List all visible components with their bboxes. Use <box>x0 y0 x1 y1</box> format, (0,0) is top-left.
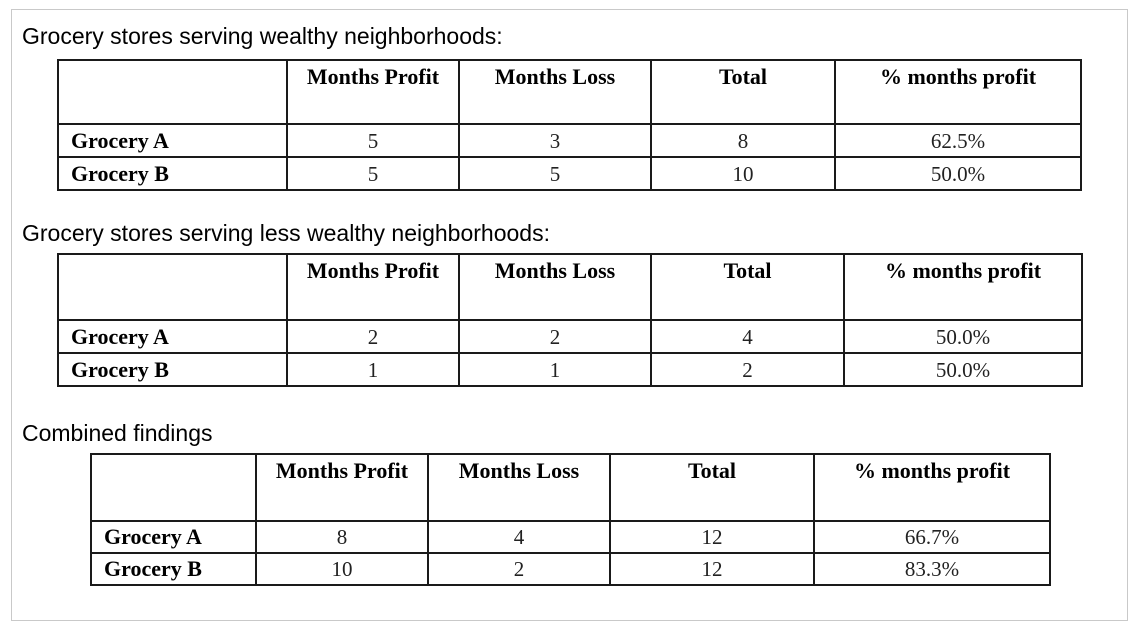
column-header-total: Total <box>650 59 836 125</box>
column-header-percent-months-profit: % months profit <box>834 59 1082 125</box>
cell-months-loss: 2 <box>427 552 611 586</box>
table-row: Grocery A 2 2 4 50.0% <box>57 319 1083 354</box>
cell-total: 4 <box>650 319 845 354</box>
cell-percent-months-profit: 50.0% <box>834 156 1082 191</box>
column-header-months-profit: Months Profit <box>255 453 429 522</box>
section-heading-wealthy: Grocery stores serving wealthy neighborh… <box>22 23 503 49</box>
table-row: Grocery B 10 2 12 83.3% <box>90 552 1051 586</box>
column-header-total: Total <box>609 453 815 522</box>
cell-months-profit: 1 <box>286 352 460 387</box>
row-label: Grocery B <box>57 156 288 191</box>
cell-months-loss: 4 <box>427 520 611 554</box>
row-label: Grocery A <box>57 319 288 354</box>
cell-months-loss: 2 <box>458 319 652 354</box>
table-header-row: Months Profit Months Loss Total % months… <box>57 59 1082 125</box>
row-label: Grocery A <box>90 520 257 554</box>
column-header-months-profit: Months Profit <box>286 59 460 125</box>
cell-percent-months-profit: 66.7% <box>813 520 1051 554</box>
cell-percent-months-profit: 50.0% <box>843 319 1083 354</box>
table-less-wealthy-neighborhoods: Months Profit Months Loss Total % months… <box>57 253 1083 387</box>
cell-months-profit: 10 <box>255 552 429 586</box>
table-header-row: Months Profit Months Loss Total % months… <box>57 253 1083 321</box>
table-combined-findings: Months Profit Months Loss Total % months… <box>90 453 1051 586</box>
column-header-months-loss: Months Loss <box>458 253 652 321</box>
cell-percent-months-profit: 62.5% <box>834 123 1082 158</box>
row-label: Grocery B <box>57 352 288 387</box>
table-row: Grocery A 5 3 8 62.5% <box>57 123 1082 158</box>
cell-months-loss: 1 <box>458 352 652 387</box>
cell-total: 2 <box>650 352 845 387</box>
cell-months-profit: 5 <box>286 156 460 191</box>
row-label: Grocery A <box>57 123 288 158</box>
column-header-percent-months-profit: % months profit <box>813 453 1051 522</box>
cell-total: 8 <box>650 123 836 158</box>
cell-months-profit: 5 <box>286 123 460 158</box>
column-header-months-loss: Months Loss <box>458 59 652 125</box>
cell-percent-months-profit: 50.0% <box>843 352 1083 387</box>
column-header-percent-months-profit: % months profit <box>843 253 1083 321</box>
column-header-total: Total <box>650 253 845 321</box>
table-header-row: Months Profit Months Loss Total % months… <box>90 453 1051 522</box>
section-heading-combined: Combined findings <box>22 420 213 446</box>
cell-months-loss: 5 <box>458 156 652 191</box>
cell-total: 12 <box>609 552 815 586</box>
column-header-months-loss: Months Loss <box>427 453 611 522</box>
table-wealthy-neighborhoods: Months Profit Months Loss Total % months… <box>57 59 1082 191</box>
section-heading-less-wealthy: Grocery stores serving less wealthy neig… <box>22 220 550 246</box>
header-corner-cell <box>57 59 288 125</box>
column-header-months-profit: Months Profit <box>286 253 460 321</box>
cell-total: 10 <box>650 156 836 191</box>
table-row: Grocery B 5 5 10 50.0% <box>57 156 1082 191</box>
cell-months-loss: 3 <box>458 123 652 158</box>
cell-months-profit: 8 <box>255 520 429 554</box>
cell-months-profit: 2 <box>286 319 460 354</box>
cell-percent-months-profit: 83.3% <box>813 552 1051 586</box>
row-label: Grocery B <box>90 552 257 586</box>
header-corner-cell <box>57 253 288 321</box>
table-row: Grocery B 1 1 2 50.0% <box>57 352 1083 387</box>
header-corner-cell <box>90 453 257 522</box>
table-row: Grocery A 8 4 12 66.7% <box>90 520 1051 554</box>
cell-total: 12 <box>609 520 815 554</box>
